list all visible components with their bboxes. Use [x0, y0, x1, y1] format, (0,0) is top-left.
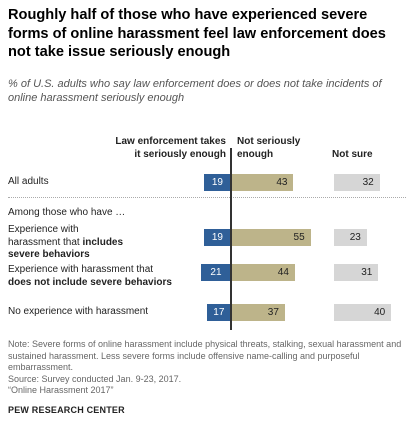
- chart-subtitle: % of U.S. adults who say law enforcement…: [8, 78, 382, 104]
- section-label: Among those who have …: [8, 207, 126, 218]
- row-label: Experience with harassment that does not…: [8, 264, 173, 289]
- zero-baseline: [230, 148, 232, 330]
- bar-takes-seriously: 19: [203, 228, 231, 246]
- chart-title: Roughly half of those who have experienc…: [8, 7, 386, 60]
- row-label-emphasis: includes severe behaviors: [8, 236, 124, 261]
- bar-value-label: 43: [276, 176, 288, 188]
- bar-takes-seriously: 19: [203, 173, 231, 191]
- row-label-text: Experience with harassment that: [8, 224, 83, 248]
- row-label: All adults: [8, 176, 238, 189]
- bar-not-seriously: 44: [232, 263, 295, 281]
- bar-not-seriously: 55: [232, 228, 311, 246]
- row-label: Experience with harassment that includes…: [8, 224, 133, 262]
- bar-value-label: 31: [361, 266, 373, 278]
- footer-brand: PEW RESEARCH CENTER: [8, 405, 125, 415]
- report-text: “Online Harassment 2017”: [8, 385, 114, 395]
- legend-not-seriously: Not seriously enough: [237, 136, 301, 160]
- note-text: Note: Severe forms of online harassment …: [8, 339, 402, 372]
- bar-value-label: 37: [267, 306, 279, 318]
- bar-takes-seriously: 17: [206, 303, 231, 321]
- bar-not-sure: 40: [334, 303, 392, 321]
- bar-value-label: 44: [277, 266, 289, 278]
- row-label-text: No experience with harassment: [8, 306, 149, 317]
- bar-not-sure: 32: [334, 173, 380, 191]
- row-label-text: All adults: [8, 176, 49, 187]
- legend-takes-seriously: Law enforcement takes it seriously enoug…: [115, 136, 226, 160]
- bar-value-label: 32: [362, 176, 374, 188]
- bar-value-label: 55: [293, 231, 305, 243]
- source-text: Source: Survey conducted Jan. 9-23, 2017…: [8, 373, 182, 384]
- bar-not-sure: 23: [334, 228, 367, 246]
- bar-not-seriously: 43: [232, 173, 294, 191]
- bar-takes-seriously: 21: [200, 263, 231, 281]
- bar-value-label: 40: [374, 306, 386, 318]
- bar-value-label: 23: [349, 231, 361, 243]
- chart-notes: Note: Severe forms of online harassment …: [8, 339, 408, 397]
- bar-not-seriously: 37: [232, 303, 285, 321]
- row-label: No experience with harassment: [8, 306, 238, 319]
- legend-not-sure: Not sure: [332, 149, 373, 160]
- row-label-emphasis: does not include severe behaviors: [8, 276, 172, 288]
- row-label-text: Experience with harassment that: [8, 264, 154, 275]
- section-divider: [8, 197, 406, 198]
- bar-not-sure: 31: [334, 263, 379, 281]
